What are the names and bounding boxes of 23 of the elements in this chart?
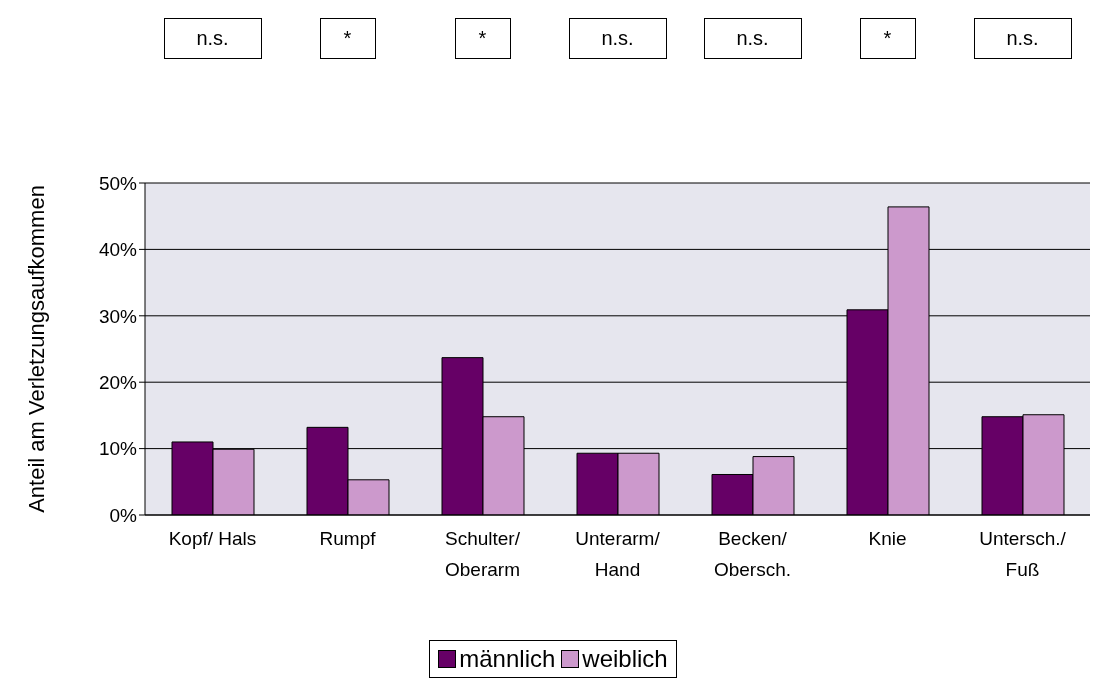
y-tick-label: 30%: [98, 305, 138, 327]
legend-label: männlich: [458, 645, 556, 673]
y-axis-title: Anteil am Verletzungsaufkommen: [23, 185, 49, 513]
x-tick-label: Unterarm/ Hand: [575, 528, 661, 580]
x-tick-label: Kopf/ Hals: [168, 528, 257, 549]
text: *: [859, 18, 916, 59]
x-tick-label: Schulter/ Oberarm: [445, 528, 521, 580]
text: n.s.: [703, 18, 802, 59]
y-tick-label: 40%: [98, 239, 138, 261]
text: n.s.: [973, 18, 1072, 59]
legend-label: weiblich: [581, 645, 668, 673]
y-tick-label: 20%: [98, 371, 138, 393]
text: n.s.: [163, 18, 262, 59]
text: n.s.: [568, 18, 667, 59]
y-tick-label: 0%: [109, 504, 138, 526]
x-tick-label: Becken/ Obersch.: [713, 528, 792, 580]
x-tick-label: Rumpf: [319, 528, 377, 549]
text: *: [454, 18, 511, 59]
text: *: [319, 18, 376, 59]
x-tick-label: Knie: [868, 528, 907, 549]
y-tick-label: 10%: [98, 438, 138, 460]
x-tick-label: Untersch./ Fuß: [979, 528, 1067, 580]
y-tick-label: 50%: [98, 172, 138, 194]
